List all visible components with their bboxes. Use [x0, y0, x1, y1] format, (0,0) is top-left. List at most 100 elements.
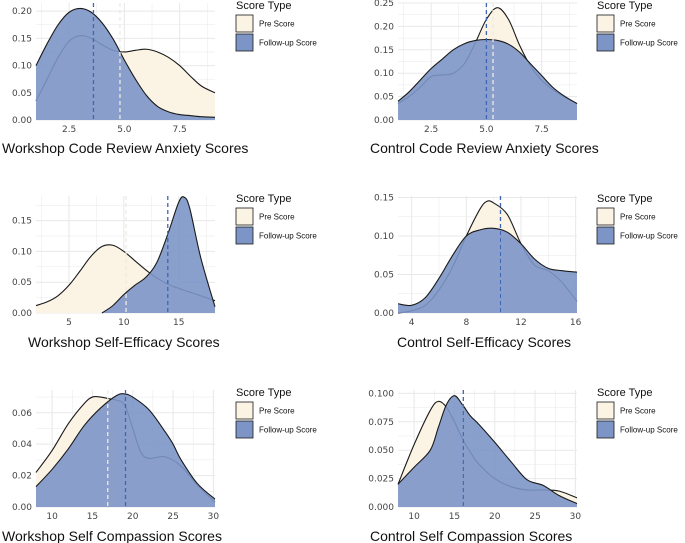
y-tick-label: 0.100: [368, 389, 394, 399]
legend-entry: Pre Score: [259, 407, 295, 416]
x-tick-label: 10: [408, 512, 420, 522]
y-tick-label: 0.075: [368, 418, 394, 428]
density-panel-2: 2.5 5.0 7.5 0.00 0.05 0.10 0.15 0.20 0.25 Control…: [370, 0, 678, 156]
legend-title: Score Type: [597, 193, 652, 205]
density-panel-1: 2.5 5.0 7.5 0.00 0.05 0.10 0.15 0.20 Workshop Co…: [2, 0, 317, 156]
legend: Score Type Pre Score Follow-up Score: [235, 387, 317, 439]
legend: Score Type Pre Score Follow-up Score: [235, 0, 317, 52]
follow-up-score-density-area: [398, 395, 577, 507]
x-axis-label: Control Code Review Anxiety Scores: [370, 140, 599, 156]
density-panel-6: 10 15 20 25 30 0.000 0.025 0.050 0.075 0.100 Contr…: [368, 387, 678, 543]
y-tick-label: 0.05: [12, 89, 32, 99]
legend-entry: Follow-up Score: [620, 39, 678, 48]
legend: Score Type Pre Score Follow-up Score: [235, 193, 317, 245]
x-tick-label: 25: [529, 512, 540, 522]
y-tick-label: 0.000: [368, 503, 394, 513]
legend-entry: Follow-up Score: [620, 232, 678, 241]
y-tick-label: 0.10: [374, 69, 394, 79]
y-tick-label: 0.10: [12, 247, 32, 257]
y-tick-label: 0.025: [368, 475, 394, 485]
legend-entry: Follow-up Score: [259, 232, 317, 241]
x-tick-label: 2.5: [62, 125, 76, 135]
x-axis-label: Control Self-Efficacy Scores: [397, 334, 571, 350]
legend-key: [596, 226, 615, 245]
follow-up-score-density-line: [35, 7, 216, 118]
legend: Score Type Pre Score Follow-up Score: [596, 193, 678, 245]
legend-key: [235, 14, 254, 33]
follow-up-score-density-area: [36, 393, 215, 507]
y-tick-label: 0.10: [374, 232, 394, 242]
x-tick-label: 15: [87, 512, 98, 522]
density-panel-5: 10 15 20 25 30 0.00 0.02 0.04 0.06 Workshop Self …: [2, 387, 317, 543]
y-tick-label: 0.00: [12, 309, 32, 319]
legend-title: Score Type: [236, 387, 291, 399]
y-tick-label: 0.10: [12, 62, 32, 72]
legend-key: [235, 420, 254, 439]
density-panel-4: 4 8 12 16 0.00 0.05 0.10 0.15 Control Self-Effic…: [374, 193, 678, 350]
x-tick-label: 5: [66, 318, 72, 328]
x-tick-label: 5.0: [117, 125, 132, 135]
y-tick-label: 0.15: [374, 194, 394, 204]
y-tick-label: 0.05: [374, 271, 394, 281]
x-tick-label: 10: [118, 318, 130, 328]
y-tick-label: 0.20: [374, 22, 394, 32]
legend-entry: Follow-up Score: [620, 426, 678, 435]
legend-key: [596, 207, 615, 226]
x-axis-label: Workshop Code Review Anxiety Scores: [2, 140, 248, 156]
y-tick-label: 0.00: [12, 503, 32, 513]
x-tick-label: 20: [127, 512, 139, 522]
legend-key: [235, 401, 254, 420]
y-tick-label: 0.15: [374, 46, 394, 56]
density-panel-3: 5 10 15 0.00 0.05 0.10 0.15 Workshop Self-Effic…: [12, 193, 317, 350]
legend-title: Score Type: [236, 0, 291, 12]
x-axis-label: Workshop Self-Efficacy Scores: [28, 334, 220, 350]
legend: Score Type Pre Score Follow-up Score: [596, 387, 678, 439]
y-tick-label: 0.04: [12, 440, 32, 450]
legend-title: Score Type: [236, 193, 291, 205]
legend-entry: Follow-up Score: [259, 39, 317, 48]
x-tick-label: 30: [208, 512, 220, 522]
legend-title: Score Type: [597, 0, 652, 12]
x-tick-label: 25: [167, 512, 178, 522]
y-tick-label: 0.25: [374, 0, 394, 9]
y-tick-label: 0.20: [12, 7, 32, 17]
x-tick-label: 2.5: [424, 125, 438, 135]
x-tick-label: 16: [570, 318, 582, 328]
legend-entry: Pre Score: [620, 407, 656, 416]
y-tick-label: 0.15: [12, 34, 32, 44]
x-tick-label: 12: [515, 318, 526, 328]
x-tick-label: 15: [449, 512, 460, 522]
y-tick-label: 0.00: [374, 309, 394, 319]
legend-key: [596, 33, 615, 52]
y-tick-label: 0.05: [374, 93, 394, 103]
legend-title: Score Type: [597, 387, 652, 399]
y-tick-label: 0.02: [12, 472, 32, 482]
follow-up-score-density-line: [35, 393, 216, 500]
legend-key: [596, 14, 615, 33]
x-tick-label: 5.0: [479, 125, 494, 135]
x-tick-label: 7.5: [534, 125, 548, 135]
legend-key: [596, 420, 615, 439]
follow-up-score-density-line: [101, 196, 216, 314]
legend-key: [235, 33, 254, 52]
x-tick-label: 7.5: [172, 125, 186, 135]
y-tick-label: 0.15: [12, 217, 32, 227]
x-axis-label: Workshop Self Compassion Scores: [2, 528, 222, 543]
x-axis-label: Control Self Compassion Scores: [370, 528, 572, 543]
x-tick-label: 10: [46, 512, 58, 522]
legend-key: [235, 207, 254, 226]
follow-up-score-density-line: [397, 395, 578, 505]
x-tick-label: 30: [570, 512, 582, 522]
legend-entry: Follow-up Score: [259, 426, 317, 435]
y-tick-label: 0.050: [368, 446, 394, 456]
legend-key: [596, 401, 615, 420]
follow-up-score-density-area: [101, 196, 215, 313]
x-tick-label: 4: [409, 318, 415, 328]
legend: Score Type Pre Score Follow-up Score: [596, 0, 678, 52]
x-tick-label: 20: [489, 512, 501, 522]
legend-key: [235, 226, 254, 245]
x-tick-label: 15: [173, 318, 184, 328]
legend-entry: Pre Score: [259, 213, 295, 222]
x-tick-label: 8: [463, 318, 469, 328]
